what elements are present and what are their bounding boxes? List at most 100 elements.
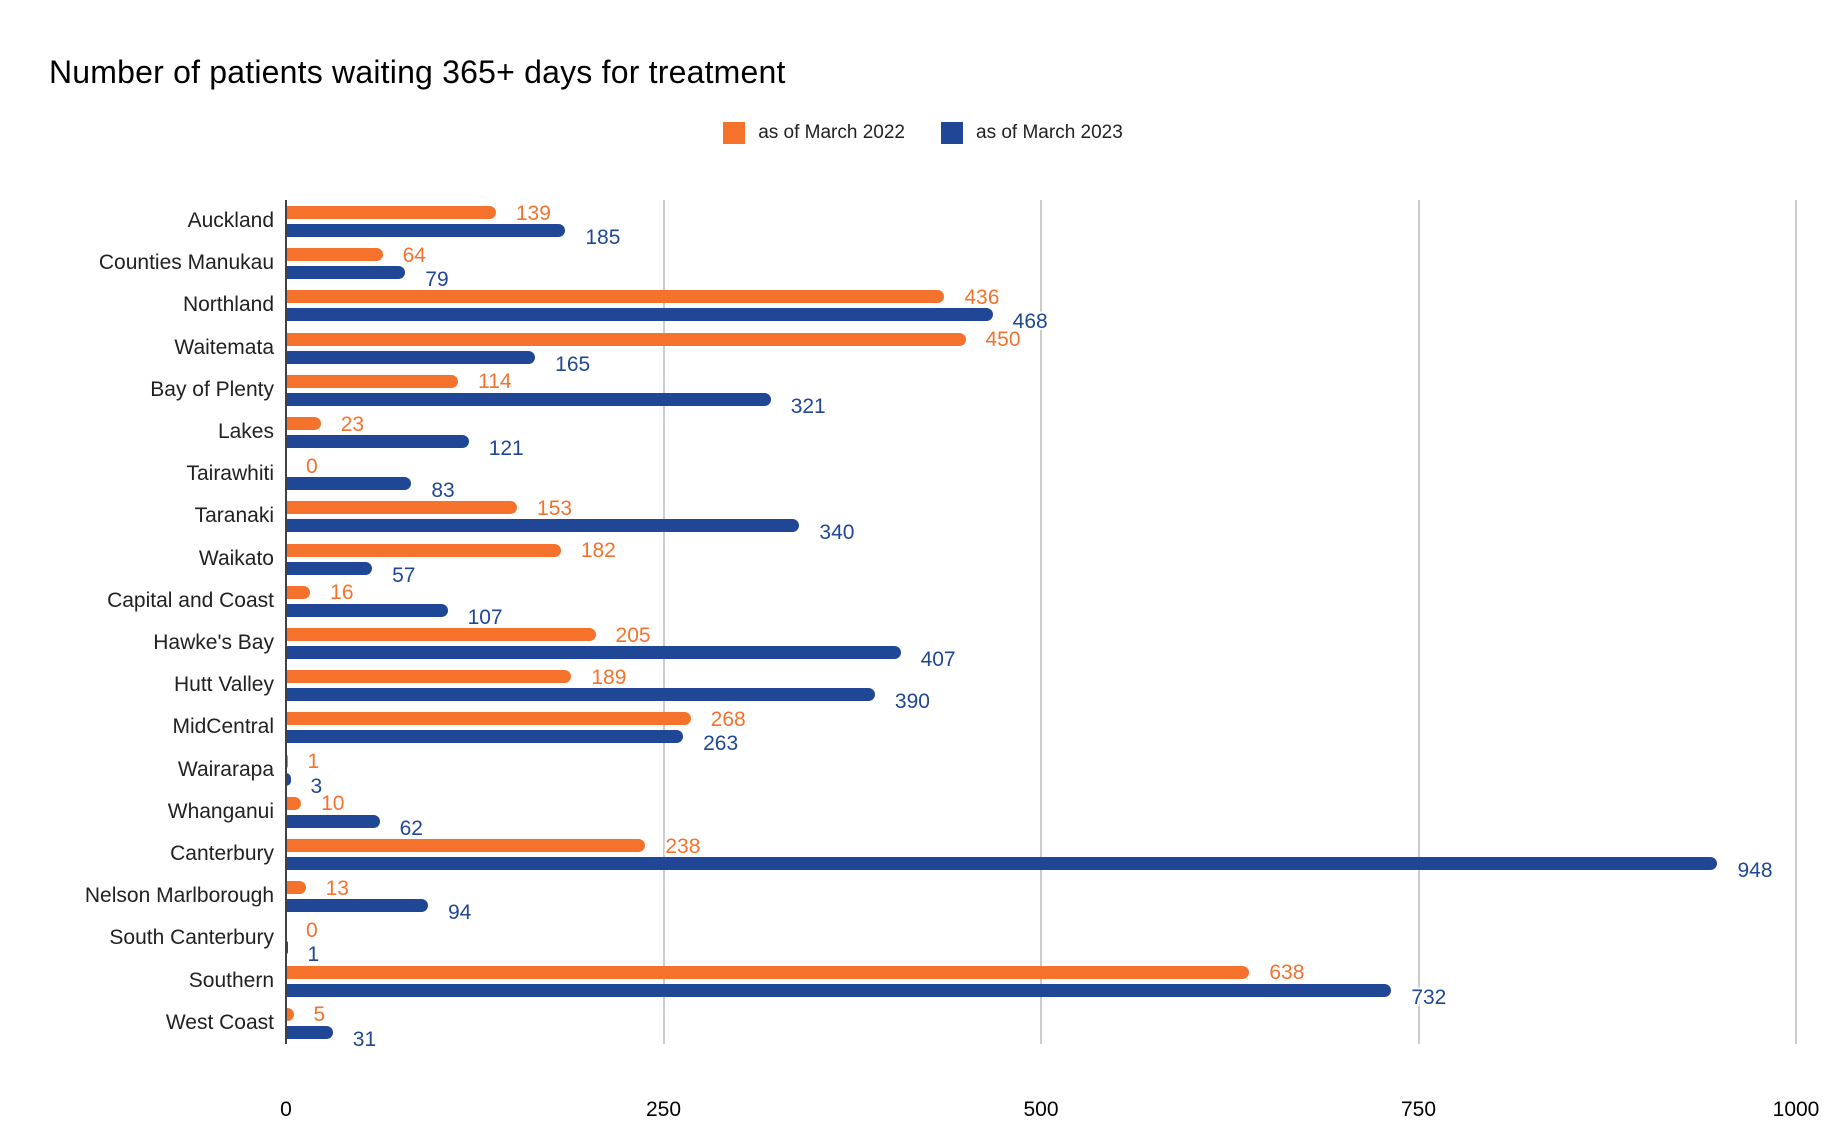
value-label-2023: 62 [399,816,423,840]
category-label: Wairarapa [177,757,274,781]
bar-2023 [286,899,428,913]
x-tick-label: 1000 [1772,1098,1820,1121]
category-label: Waikato [198,546,274,570]
value-label-2023: 321 [790,394,826,418]
legend-label-2022: as of March 2022 [758,122,905,143]
value-label-2022: 268 [710,707,746,731]
bar-2022 [286,585,311,599]
value-label-2023: 57 [392,563,416,587]
bar-2023 [286,603,448,617]
bar-2022 [286,374,459,388]
value-label-2022: 153 [537,496,573,520]
bar-2022 [286,881,306,895]
gridline [1795,200,1797,1044]
value-label-2023: 340 [819,521,855,545]
category-label: Hutt Valley [174,673,274,697]
category-label: Lakes [217,420,274,443]
bar-2023 [286,561,373,575]
value-label-2023: 121 [488,437,524,460]
value-label-2023: 3 [310,774,323,798]
category-label: Nelson Marlborough [84,884,274,908]
category-label: Auckland [187,209,274,232]
category-label: Northland [182,293,274,317]
bar-2023 [286,350,536,364]
value-label-2023: 79 [425,268,449,292]
bar-2023 [286,519,800,533]
bar-2022 [286,248,383,262]
value-label-2023: 263 [703,732,739,756]
value-label-2023: 107 [467,605,503,629]
value-label-2022: 238 [665,834,701,858]
bar-2022 [286,712,691,726]
value-label-2022: 0 [306,454,318,478]
value-label-2022: 450 [985,328,1021,352]
x-tick-label: 750 [1400,1098,1437,1121]
category-label: Counties Manukau [98,251,274,275]
gridline [662,200,665,1044]
bar-2022 [286,501,518,515]
bar-2022 [286,965,1250,979]
category-label: Hawke's Bay [153,631,274,654]
plot-area: 139 185 64 79 436 468 450 165 114 321 23 121 0 83 153 3… [285,200,1797,1051]
value-label-2022: 1 [307,750,320,774]
value-label-2022: 139 [515,201,551,225]
x-tick-label: 250 [645,1098,682,1121]
bar-2022 [286,290,945,304]
bar-2022 [286,670,572,684]
bar-2022 [286,417,321,430]
category-label: Waitemata [174,335,274,359]
category-label: Taranaki [194,504,274,528]
category-label: Bay of Plenty [150,377,274,401]
value-label-2022: 64 [402,243,426,267]
bar-2022 [286,543,561,557]
value-label-2022: 189 [591,665,627,689]
bar-2022 [286,206,496,219]
bar-2023 [286,435,469,448]
bar-2023 [286,730,684,744]
value-label-2023: 94 [447,901,472,925]
gridline [1040,200,1042,1044]
value-label-2022: 638 [1269,961,1305,985]
value-label-2022: 114 [478,370,512,394]
bar-2023 [286,1025,333,1039]
category-axis: Auckland Counties Manukau Northland Waitema… [0,200,274,1044]
bar-2022 [286,628,596,641]
bar-2022 [286,1007,294,1021]
x-tick-label: 500 [1023,1098,1059,1121]
category-label: South Canterbury [109,926,274,950]
legend-item-2023: as of March 2023 [941,122,1123,144]
bar-2023 [286,814,380,828]
bar-2022 [286,796,302,810]
bar-2023 [286,392,771,406]
value-label-2022: 13 [325,876,349,900]
category-label: Southern [188,968,274,992]
category-label: Tairawhiti [186,462,274,486]
value-label-2022: 16 [330,581,354,605]
legend-label-2023: as of March 2023 [976,122,1123,143]
bar-2023 [286,772,291,786]
bar-2023 [286,688,875,702]
bar-2022 [286,839,646,852]
value-label-2023: 948 [1737,859,1773,882]
x-axis: 0 250 500 750 1000 [280,1098,1819,1128]
value-label-2022: 10 [321,792,345,816]
value-label-2023: 407 [920,648,956,671]
category-label: Canterbury [170,842,274,865]
legend: as of March 2022 as of March 2023 [0,122,1846,144]
value-label-2022: 0 [306,918,318,942]
value-label-2023: 165 [555,352,591,376]
category-label: West Coast [165,1010,274,1034]
value-label-2022: 436 [964,285,1000,309]
legend-swatch-2023 [941,122,963,144]
gridline [1417,200,1420,1044]
bar-2023 [286,857,1718,870]
value-label-2023: 732 [1411,985,1447,1009]
category-label: MidCentral [172,715,274,739]
bar-2022 [286,332,966,346]
value-label-2023: 1 [307,943,320,967]
y-axis-line [285,200,287,1044]
value-label-2023: 468 [1012,310,1048,334]
bar-2023 [286,224,566,237]
value-label-2022: 205 [615,623,651,647]
